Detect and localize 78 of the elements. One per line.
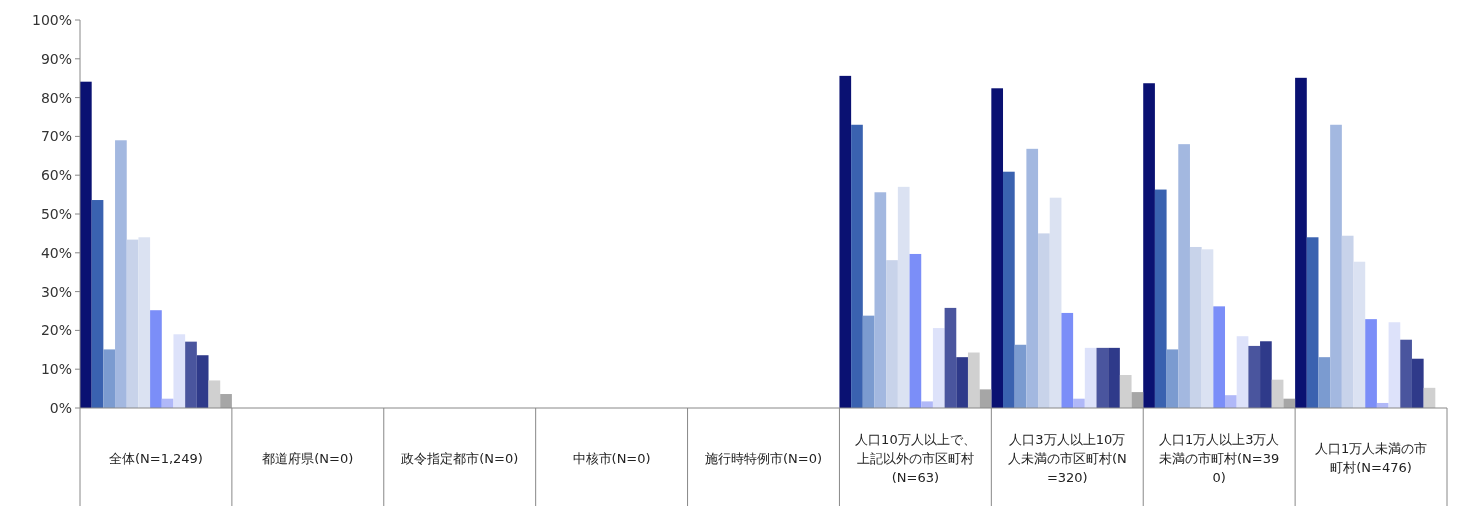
bar bbox=[862, 315, 875, 408]
bar bbox=[1260, 341, 1272, 408]
x-tick-label: 中核市(N=0) bbox=[572, 450, 651, 466]
y-tick-label: 80% bbox=[40, 89, 72, 106]
bar bbox=[1143, 83, 1155, 408]
bar bbox=[173, 334, 186, 408]
bar bbox=[932, 328, 945, 408]
bar bbox=[1306, 237, 1319, 408]
y-tick-label: 60% bbox=[40, 167, 72, 184]
bar bbox=[1014, 344, 1027, 408]
bar bbox=[839, 75, 852, 408]
bar bbox=[1166, 349, 1179, 408]
bar bbox=[956, 357, 968, 408]
x-tick-label: 政令指定都市(N=0) bbox=[401, 450, 519, 466]
bar bbox=[1295, 77, 1307, 408]
bar bbox=[1411, 358, 1424, 408]
bar bbox=[1003, 171, 1015, 408]
y-tick-label: 100% bbox=[31, 11, 72, 28]
bar bbox=[1236, 336, 1249, 408]
bar bbox=[1318, 357, 1331, 408]
bar bbox=[1225, 395, 1237, 408]
bar bbox=[1213, 306, 1225, 408]
y-tick-label: 30% bbox=[40, 283, 72, 300]
bar bbox=[1084, 347, 1097, 408]
y-tick-label: 70% bbox=[40, 128, 72, 145]
x-tick-label: 施行時特例市(N=0) bbox=[704, 450, 823, 466]
bar bbox=[1341, 235, 1354, 408]
y-tick-label: 90% bbox=[40, 50, 72, 67]
bar bbox=[126, 239, 139, 408]
bar bbox=[1248, 345, 1261, 408]
bar bbox=[1189, 246, 1202, 408]
y-tick-label: 20% bbox=[40, 322, 72, 339]
bar bbox=[185, 341, 197, 408]
bar bbox=[1026, 148, 1039, 408]
bar bbox=[1154, 189, 1167, 408]
bar bbox=[208, 380, 221, 408]
bar bbox=[1271, 379, 1284, 408]
bar bbox=[1330, 124, 1342, 408]
bar bbox=[1388, 322, 1401, 408]
bar bbox=[103, 349, 116, 408]
bar bbox=[1365, 319, 1377, 408]
bar bbox=[138, 237, 151, 408]
bar bbox=[220, 394, 232, 408]
bar bbox=[944, 307, 957, 408]
bar bbox=[1178, 144, 1190, 408]
x-tick-label: 人口10万人以上で、上記以外の市区町村(N=63) bbox=[855, 431, 976, 485]
bar bbox=[1119, 375, 1132, 408]
x-tick-label: 人口1万人以上3万人未満の市町村(N=390) bbox=[1158, 431, 1280, 485]
y-tick-label: 40% bbox=[40, 244, 72, 261]
bar bbox=[897, 186, 910, 408]
bar bbox=[851, 124, 863, 408]
bar bbox=[1049, 197, 1062, 408]
bar bbox=[979, 389, 992, 408]
x-tick-label: 都道府県(N=0) bbox=[262, 450, 354, 466]
bar bbox=[921, 401, 933, 408]
bar bbox=[967, 352, 980, 408]
y-tick-label: 50% bbox=[40, 205, 72, 222]
bar bbox=[1201, 249, 1214, 408]
y-tick-label: 0% bbox=[49, 399, 72, 416]
bar bbox=[196, 355, 209, 408]
bar bbox=[1038, 233, 1050, 408]
bar bbox=[1353, 261, 1366, 408]
bar bbox=[1400, 339, 1412, 408]
bar bbox=[991, 88, 1004, 408]
bar bbox=[1108, 347, 1120, 408]
bar bbox=[1061, 312, 1074, 408]
bar bbox=[886, 260, 898, 408]
bar bbox=[874, 192, 887, 408]
bar bbox=[1096, 347, 1109, 408]
y-tick-label: 10% bbox=[40, 361, 72, 378]
x-tick-label: 全体(N=1,249) bbox=[108, 450, 203, 466]
bar bbox=[150, 310, 162, 408]
bar bbox=[115, 140, 127, 408]
x-tick-label: 人口1万人未満の市町村(N=476) bbox=[1314, 441, 1428, 476]
bar bbox=[91, 200, 104, 408]
x-tick-label: 人口3万人以上10万人未満の市区町村(N=320) bbox=[1007, 431, 1127, 485]
bar bbox=[909, 253, 922, 408]
bar bbox=[80, 81, 92, 408]
